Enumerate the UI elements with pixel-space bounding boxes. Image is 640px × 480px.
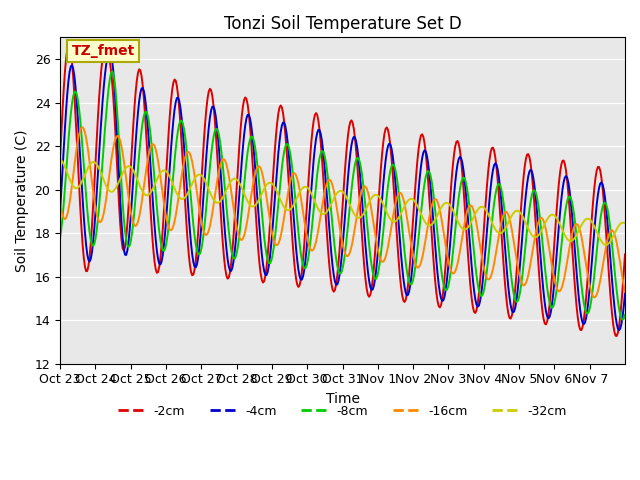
-8cm [570, 214, 578, 219]
-2cm [233, 179, 241, 184]
Line: -16cm: -16cm [60, 127, 625, 298]
-16cm [472, 220, 480, 226]
-2cm [621, 252, 629, 257]
-4cm [296, 273, 303, 279]
-8cm [374, 273, 381, 279]
-2cm [374, 217, 381, 223]
-8cm [233, 249, 241, 254]
-16cm [374, 244, 381, 250]
-2cm [56, 154, 64, 160]
-4cm [106, 49, 113, 55]
-4cm [570, 240, 578, 246]
-32cm [56, 156, 64, 161]
-2cm [613, 333, 621, 339]
-32cm [372, 192, 380, 198]
-8cm [621, 312, 629, 318]
-8cm [472, 272, 480, 277]
-4cm [374, 255, 381, 261]
-2cm [570, 276, 578, 281]
-4cm [621, 291, 629, 297]
-2cm [401, 299, 408, 305]
-32cm [232, 176, 240, 182]
-16cm [233, 226, 241, 232]
Line: -2cm: -2cm [60, 48, 625, 336]
Line: -32cm: -32cm [60, 158, 625, 245]
-4cm [615, 327, 623, 333]
Line: -4cm: -4cm [60, 52, 625, 330]
-8cm [56, 235, 64, 240]
-2cm [472, 308, 480, 313]
-8cm [296, 240, 303, 246]
-16cm [401, 201, 408, 207]
-2cm [65, 45, 72, 51]
-4cm [472, 301, 480, 307]
-4cm [56, 207, 64, 213]
-16cm [621, 288, 629, 294]
-16cm [56, 201, 64, 206]
Legend: -2cm, -4cm, -8cm, -16cm, -32cm: -2cm, -4cm, -8cm, -16cm, -32cm [113, 400, 572, 423]
Title: Tonzi Soil Temperature Set D: Tonzi Soil Temperature Set D [224, 15, 461, 33]
-16cm [296, 187, 303, 192]
-4cm [233, 223, 241, 228]
-32cm [569, 237, 577, 243]
Line: -8cm: -8cm [60, 72, 625, 320]
-16cm [570, 224, 578, 229]
-32cm [602, 242, 610, 248]
-8cm [401, 249, 408, 254]
Text: TZ_fmet: TZ_fmet [72, 44, 134, 58]
-8cm [619, 317, 627, 323]
X-axis label: Time: Time [326, 392, 360, 406]
-16cm [591, 295, 598, 300]
-16cm [79, 124, 86, 130]
-8cm [108, 69, 116, 74]
-4cm [401, 284, 408, 289]
-32cm [294, 192, 302, 198]
-32cm [399, 206, 407, 212]
-2cm [296, 283, 303, 288]
-32cm [472, 211, 479, 217]
-32cm [621, 220, 629, 226]
Y-axis label: Soil Temperature (C): Soil Temperature (C) [15, 129, 29, 272]
